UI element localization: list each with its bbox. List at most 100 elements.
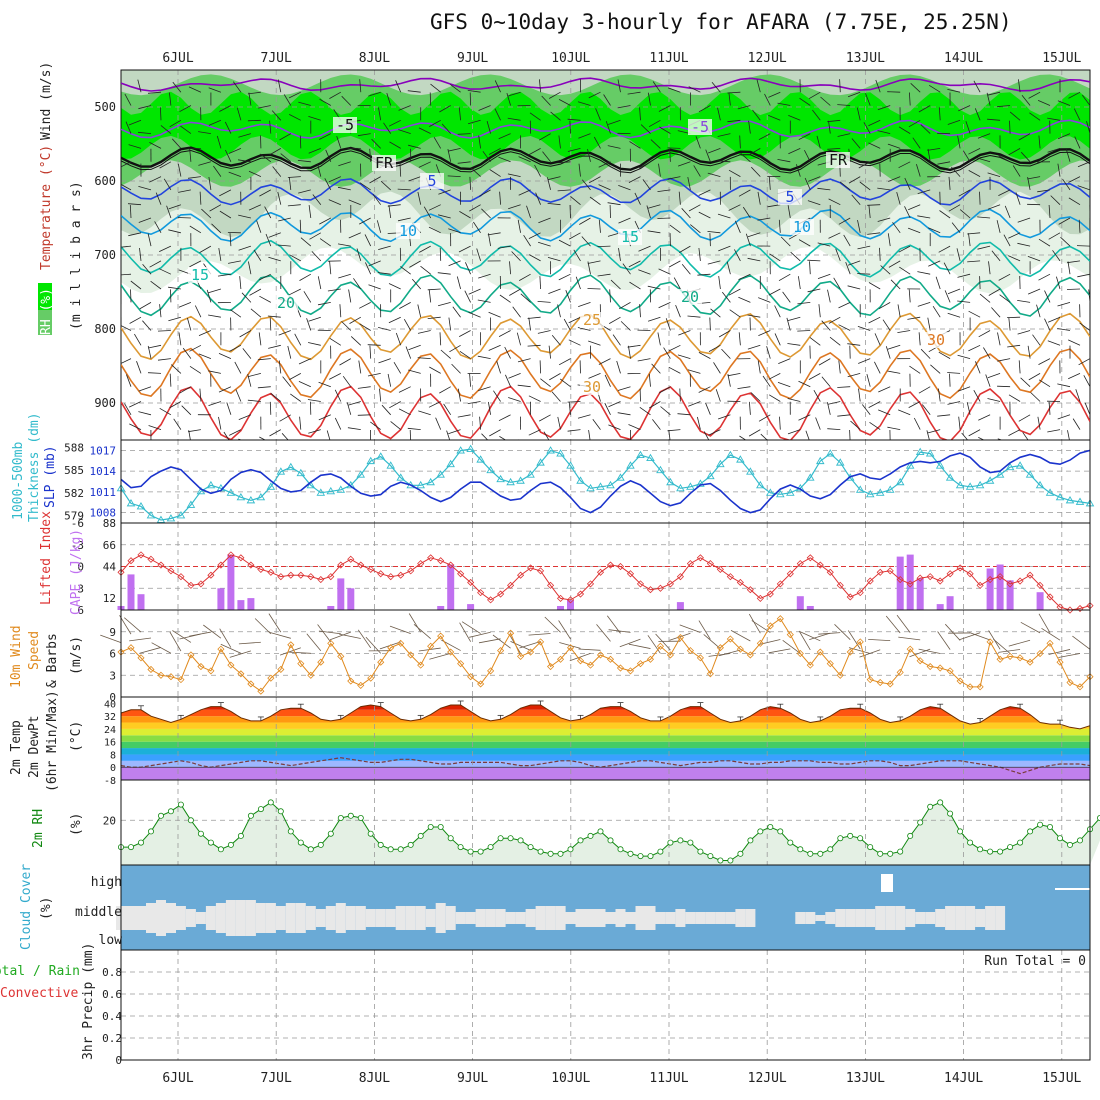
rh2m-marker [907,832,914,839]
isotherm-label-bg [580,379,604,395]
wind-barb [277,244,291,247]
wind-barb [271,110,282,121]
thickness-marker [676,483,685,492]
cloud-middle-bar [465,912,476,924]
wind-barb [187,317,192,331]
precip-tick-label: 0.6 [102,988,122,1001]
precip-tick-label: 0.2 [102,1032,122,1045]
wind-barb [797,330,811,332]
wind-barb [1048,232,1061,240]
wind-barb [651,363,661,374]
wind-barb [423,206,432,219]
thickness-marker [496,474,505,483]
cloud-middle-bar [245,900,256,936]
li-tick-label: 3 [77,582,84,595]
thickness-marker [1015,461,1025,469]
wind-barb [126,374,132,387]
thickness-marker [1055,492,1065,501]
wind-barb [798,414,811,421]
wind-barb [417,191,422,205]
wind-barb [378,327,391,331]
li-marker [746,586,754,594]
thickness-marker [815,456,825,465]
wind10-marker [656,642,665,650]
wind-barb [648,373,651,387]
cape-bar [557,606,564,610]
li-marker [507,581,515,589]
rh2m-marker [517,837,524,844]
precip-panel: 00.20.40.60.8 [102,949,1091,1067]
wind-barb [429,366,441,374]
wind-barb [658,268,671,275]
panel-frame [120,439,1091,524]
wind-barb [786,317,791,331]
wind-barb [397,188,411,191]
wind10-marker [287,641,295,649]
wind-barb [512,306,521,318]
wind10-marker [816,648,824,656]
wind10-barb [510,641,531,651]
wind-barb [804,150,811,162]
wind-barb [268,232,281,238]
wind-barb [598,184,611,191]
wind-barb [367,373,381,377]
cloud-middle-bar [705,912,716,924]
wind-barb [198,353,212,359]
wind-barb [1008,255,1021,262]
wind-barb [1066,288,1081,290]
wind-barb [821,320,831,331]
wind10-marker [696,654,704,662]
wind-barb [647,204,661,209]
wind-barb [679,388,681,402]
wind-barb [868,316,881,324]
wind-barb [973,80,981,93]
wind-barb [1047,316,1061,323]
wind-barb [248,92,252,106]
temp-tick-label-top: 40 [104,699,116,710]
cloud-middle-bar [825,912,836,924]
wind-barb [451,363,461,374]
wind-barb [1081,94,1090,106]
isotherm-line [121,146,1090,172]
wind-barb [537,330,551,334]
thickness-marker [1065,495,1075,504]
wind-barb [604,402,611,415]
wind-barb [209,204,222,212]
wind-barb [573,249,581,262]
date-label-top: 9JUL [457,51,488,66]
cloud-middle-bar [805,912,816,924]
wind-barb [439,105,451,113]
li-marker [207,571,215,579]
wind-barb [997,385,1011,388]
wind-barb [757,217,771,221]
rh2m-marker [587,832,594,839]
thickness-marker [256,492,266,501]
li-marker [427,554,435,562]
date-label-bottom: 8JUL [359,1071,390,1086]
wind-barb [558,273,571,281]
wind-barb [259,189,271,197]
cloud-middle-bar [146,903,156,933]
wind-barb [1027,176,1041,180]
wind-barb [888,176,901,182]
wind-barb [447,175,461,177]
millibars-axis-label: (m i l l i b a r s) [69,181,84,330]
pressure-tick-label: 900 [94,396,116,410]
isotherm-label-bg [688,119,712,135]
wind-barb [1067,430,1070,440]
wind-barb [738,273,751,280]
cloud-middle-bar [955,906,966,930]
cloud-middle-bar [855,909,866,927]
wind-barb [187,148,201,150]
li-marker [317,575,325,584]
wind-barb [767,204,781,208]
wind10-barb [748,613,761,634]
wind-barb [877,217,891,222]
wind10-marker [886,680,894,688]
wind-barb [588,91,601,99]
cloud-middle-bar [215,903,226,933]
wind-barb [887,233,891,247]
wind-barb [968,310,981,318]
wind10-marker [936,664,944,672]
thickness-marker [226,488,236,496]
